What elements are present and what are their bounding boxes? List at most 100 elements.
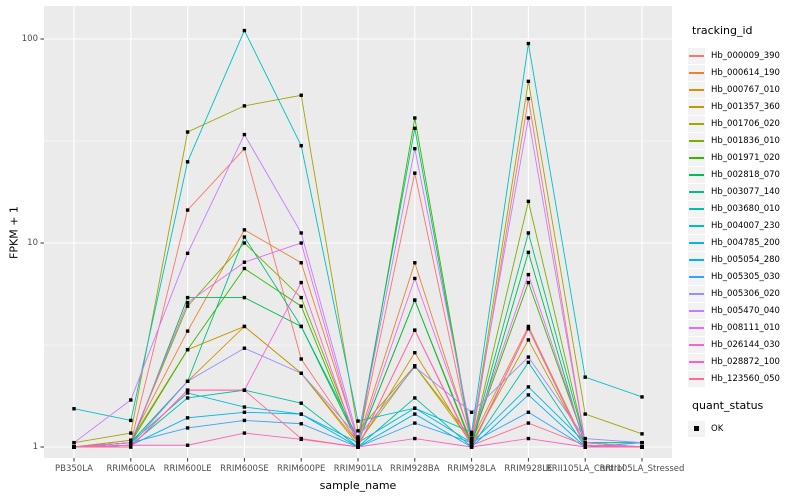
data-point bbox=[299, 422, 303, 426]
legend-color-line-icon bbox=[689, 343, 704, 346]
legend-color-line-icon bbox=[689, 360, 704, 363]
legend-color-line-icon bbox=[689, 190, 704, 193]
legend-item-label: Hb_028872_100 bbox=[711, 356, 780, 367]
data-point bbox=[640, 440, 644, 445]
data-point bbox=[242, 132, 247, 137]
data-point bbox=[185, 160, 190, 164]
y-tick-label: 100 bbox=[21, 34, 38, 44]
data-point bbox=[72, 440, 76, 445]
legend-item-label: Hb_001971_020 bbox=[711, 152, 780, 163]
data-point bbox=[242, 104, 247, 108]
legend-key bbox=[688, 64, 705, 81]
y-tick-label: 10 bbox=[27, 238, 38, 248]
data-point bbox=[299, 143, 303, 148]
data-point bbox=[413, 261, 417, 265]
data-point bbox=[242, 235, 247, 239]
legend-item-label: Hb_004007_230 bbox=[711, 220, 780, 231]
legend-color-line-icon bbox=[689, 54, 704, 57]
x-tick-label: RRII105LA_Control bbox=[545, 464, 625, 474]
data-point bbox=[129, 418, 133, 423]
data-point bbox=[640, 432, 644, 436]
legend-key bbox=[688, 47, 705, 64]
legend-key bbox=[688, 115, 705, 132]
data-point bbox=[242, 266, 247, 271]
data-point bbox=[526, 324, 531, 329]
data-point bbox=[299, 304, 303, 308]
data-point bbox=[242, 228, 247, 232]
data-point bbox=[526, 360, 531, 365]
data-point bbox=[526, 436, 531, 441]
legend-item: Hb_005470_040 bbox=[688, 302, 800, 319]
data-point bbox=[583, 412, 587, 416]
legend-key bbox=[688, 353, 705, 370]
data-point bbox=[469, 440, 474, 445]
legend-color-line-icon bbox=[689, 275, 704, 278]
data-point bbox=[129, 438, 133, 442]
legend-item-label: Hb_123560_050 bbox=[711, 373, 780, 384]
data-point bbox=[299, 371, 303, 375]
data-point bbox=[356, 443, 360, 447]
data-point bbox=[242, 146, 247, 151]
data-point bbox=[413, 436, 417, 441]
legend-item: Hb_123560_050 bbox=[688, 370, 800, 387]
y-axis-title: FPKM + 1 bbox=[7, 206, 21, 259]
legend-color-line-icon bbox=[689, 156, 704, 159]
data-point bbox=[185, 443, 190, 447]
legend-key bbox=[688, 132, 705, 149]
legend-item-label: Hb_003680_010 bbox=[711, 203, 780, 214]
legend-color-line-icon bbox=[689, 105, 704, 108]
data-point bbox=[299, 241, 303, 245]
legend-item: Hb_001357_360 bbox=[688, 98, 800, 115]
data-point bbox=[526, 355, 531, 359]
data-point bbox=[185, 396, 190, 400]
x-tick-label: PB350LA bbox=[55, 464, 93, 474]
legend-item: Hb_001836_010 bbox=[688, 132, 800, 149]
data-point bbox=[242, 324, 247, 329]
data-point bbox=[185, 416, 190, 420]
legend-item-label: Hb_000614_190 bbox=[711, 67, 780, 78]
legend-color-line-icon bbox=[689, 139, 704, 142]
data-point bbox=[526, 41, 531, 46]
data-point bbox=[299, 436, 303, 441]
data-point bbox=[242, 28, 247, 33]
legend-item: Hb_005306_020 bbox=[688, 285, 800, 302]
data-point bbox=[299, 93, 303, 97]
legend-item-label: Hb_026144_030 bbox=[711, 339, 780, 350]
legend-key bbox=[688, 98, 705, 115]
data-point bbox=[299, 295, 303, 300]
data-point bbox=[526, 410, 531, 414]
legend-key bbox=[688, 420, 705, 437]
data-point bbox=[299, 261, 303, 265]
data-point bbox=[526, 327, 531, 331]
legend-color-line-icon bbox=[689, 224, 704, 227]
legend-item: Hb_002818_070 bbox=[688, 166, 800, 183]
legend-key bbox=[688, 183, 705, 200]
legend-item: Hb_003680_010 bbox=[688, 200, 800, 217]
legend-key bbox=[688, 81, 705, 98]
legend-title-quant-status: quant_status bbox=[692, 399, 764, 412]
data-point bbox=[526, 116, 531, 120]
legend-item: Hb_026144_030 bbox=[688, 336, 800, 353]
data-point bbox=[469, 436, 474, 441]
data-point bbox=[526, 199, 531, 204]
data-point bbox=[185, 208, 190, 212]
x-tick-label: RRIM600PE bbox=[277, 464, 326, 474]
data-point bbox=[583, 445, 587, 449]
legend-key bbox=[688, 234, 705, 251]
legend-item: Hb_004785_200 bbox=[688, 234, 800, 251]
data-point bbox=[299, 357, 303, 361]
legend-key bbox=[688, 166, 705, 183]
data-point bbox=[242, 410, 247, 414]
legend-key bbox=[688, 319, 705, 336]
data-point bbox=[185, 391, 190, 395]
data-point bbox=[299, 401, 303, 405]
data-point bbox=[129, 398, 133, 402]
legend-color-line-icon bbox=[689, 71, 704, 74]
legend-item: Hb_008111_010 bbox=[688, 319, 800, 336]
legend-color-line-icon bbox=[689, 292, 704, 295]
legend-item-label: Hb_005305_030 bbox=[711, 271, 780, 282]
data-point bbox=[242, 431, 247, 435]
legend-key bbox=[688, 302, 705, 319]
data-point bbox=[583, 440, 587, 445]
